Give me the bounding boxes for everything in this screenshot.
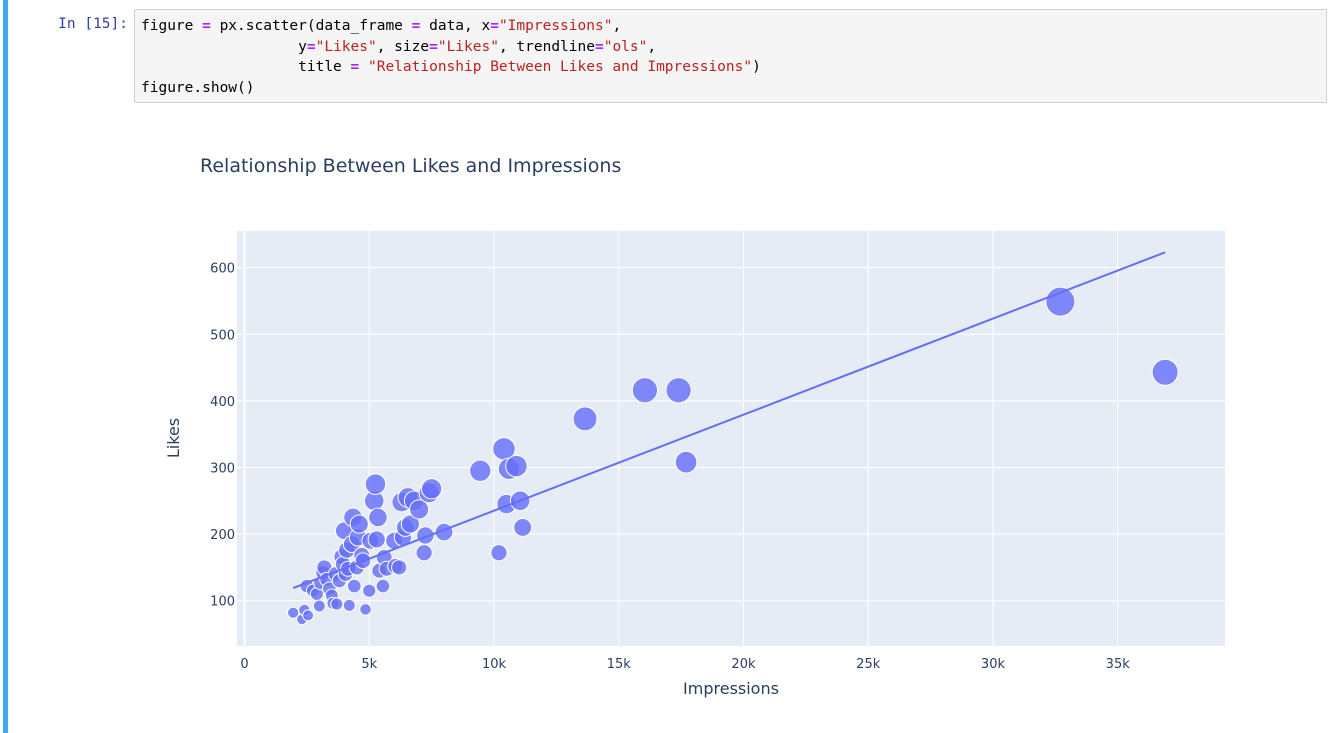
scatter-point[interactable] <box>513 517 533 537</box>
y-tick-label: 400 <box>210 395 235 410</box>
x-tick-label: 10k <box>482 657 507 672</box>
x-axis-label: Impressions <box>683 679 779 698</box>
code-line-1: figure = px.scatter(data_frame = data, x… <box>141 18 622 34</box>
scatter-chart: Relationship Between Likes and Impressio… <box>164 155 1225 698</box>
code-line-4: figure.show() <box>141 79 255 96</box>
x-tick-label: 15k <box>607 657 632 672</box>
gridlines <box>237 231 1225 646</box>
x-tick-label: 20k <box>731 657 756 672</box>
scatter-point[interactable] <box>415 544 433 562</box>
y-tick-label: 600 <box>210 262 235 277</box>
input-prompt: In [15]: <box>58 16 128 32</box>
y-tick-label: 200 <box>210 528 235 543</box>
scatter-point[interactable] <box>1151 358 1179 386</box>
scatter-point[interactable] <box>1045 286 1076 317</box>
x-axis-ticks: 0 5k 10k 15k 20k 25k 30k 35k <box>240 657 1130 672</box>
scatter-point[interactable] <box>342 598 356 612</box>
scatter-point[interactable] <box>505 454 528 478</box>
scatter-point[interactable] <box>409 499 430 520</box>
y-tick-label: 100 <box>210 595 235 610</box>
scatter-point[interactable] <box>364 473 387 495</box>
trendline[interactable] <box>292 251 1166 589</box>
scatter-point[interactable] <box>420 478 443 500</box>
scatter-point[interactable] <box>490 544 508 562</box>
x-tick-label: 5k <box>361 657 377 672</box>
scatter-point[interactable] <box>346 578 362 594</box>
scatter-point[interactable] <box>312 599 326 613</box>
data-points <box>287 286 1179 626</box>
scatter-point[interactable] <box>349 514 369 534</box>
x-tick-label: 30k <box>981 657 1006 672</box>
scatter-point[interactable] <box>359 603 372 616</box>
chart-title: Relationship Between Likes and Impressio… <box>200 155 621 177</box>
x-tick-label: 0 <box>240 657 248 672</box>
code-input-area[interactable]: figure = px.scatter(data_frame = data, x… <box>134 9 1327 103</box>
scatter-point[interactable] <box>362 583 377 598</box>
scatter-point[interactable] <box>400 514 420 534</box>
scatter-point[interactable] <box>469 459 492 482</box>
scatter-point[interactable] <box>330 597 344 611</box>
code-line-2: y="Likes", size="Likes", trendline="ols"… <box>141 38 657 55</box>
code-line-3: title = "Relationship Between Likes and … <box>141 59 761 75</box>
scatter-point[interactable] <box>375 578 391 594</box>
cell-output-area: Relationship Between Likes and Impressio… <box>134 110 1327 730</box>
trendline-layer <box>292 251 1166 589</box>
x-tick-label: 35k <box>1106 657 1131 672</box>
y-axis-label: Likes <box>164 418 183 458</box>
scatter-point[interactable] <box>368 507 388 528</box>
cell-selection-bar <box>3 0 8 733</box>
scatter-point[interactable] <box>665 377 692 404</box>
scatter-point[interactable] <box>367 530 386 549</box>
y-axis-ticks: 100 200 300 400 500 600 <box>210 262 235 610</box>
scatter-point[interactable] <box>631 377 659 404</box>
x-tick-label: 25k <box>856 657 881 672</box>
scatter-point[interactable] <box>391 559 408 576</box>
code-block: figure = px.scatter(data_frame = data, x… <box>141 16 761 98</box>
scatter-point[interactable] <box>302 609 315 622</box>
y-tick-label: 500 <box>210 328 235 343</box>
y-tick-label: 300 <box>210 461 235 476</box>
scatter-point[interactable] <box>674 450 698 474</box>
scatter-point[interactable] <box>572 406 598 432</box>
